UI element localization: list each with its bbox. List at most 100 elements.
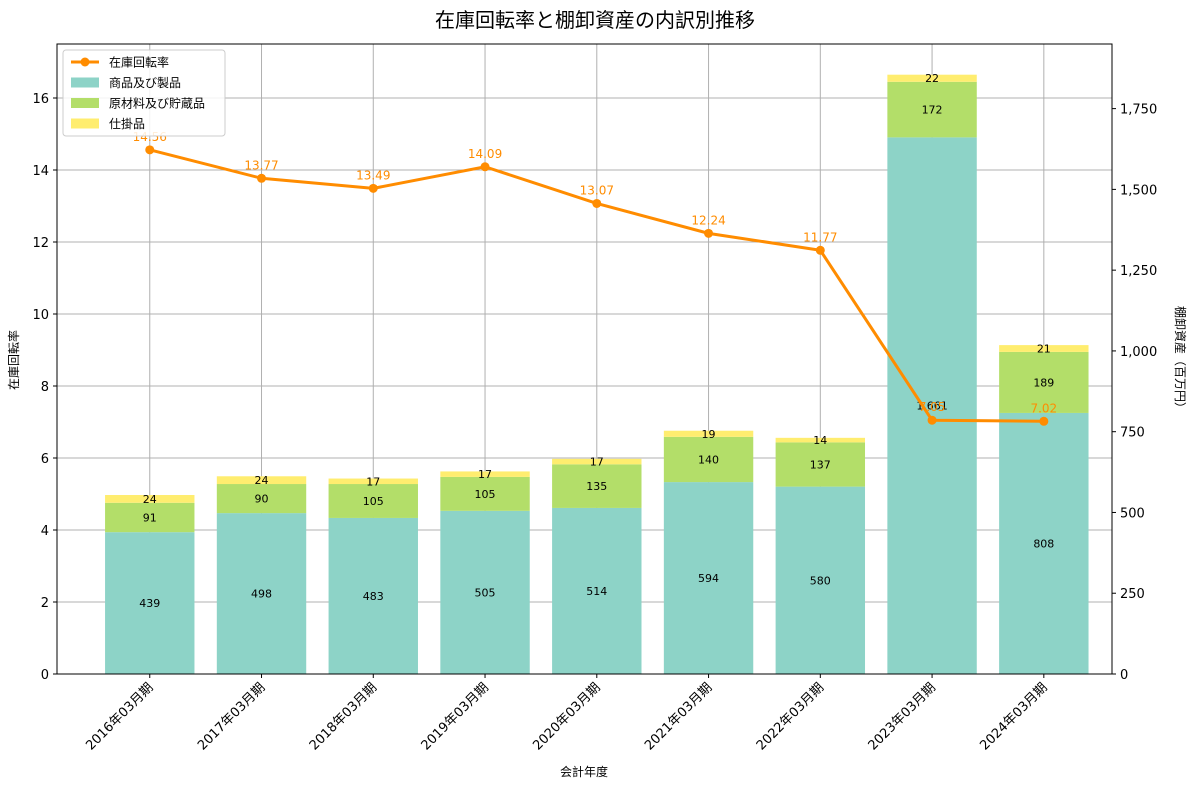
bar-segment — [216, 476, 307, 485]
bar-value-label: 439 — [139, 597, 160, 610]
bar-value-label: 21 — [1037, 343, 1051, 356]
x-tick-label: 2024年03月期 — [977, 680, 1050, 753]
x-tick-label: 2022年03月期 — [754, 680, 827, 753]
bar-value-label: 580 — [810, 574, 831, 587]
y-left-tick-label: 16 — [32, 92, 49, 107]
y-right-tick-label: 1,250 — [1120, 264, 1157, 279]
bar-segment — [775, 486, 866, 674]
legend-bar-swatch — [71, 118, 99, 129]
y-left-tick-label: 10 — [32, 308, 49, 323]
turnover-point — [927, 415, 937, 425]
turnover-point — [257, 173, 267, 183]
y-right-tick-label: 750 — [1120, 426, 1145, 441]
turnover-point — [145, 145, 155, 155]
y-left-tick-label: 8 — [41, 380, 49, 395]
turnover-point — [480, 162, 490, 172]
x-tick-label: 2020年03月期 — [530, 680, 603, 753]
turnover-point — [815, 245, 825, 255]
bar-segment — [552, 458, 642, 465]
bar-segment — [663, 430, 754, 437]
turnover-point — [368, 183, 378, 193]
chart-title: 在庫回転率と棚卸資産の内訳別推移 — [435, 8, 755, 32]
bar-value-label: 135 — [586, 480, 607, 493]
legend-label: 仕掛品 — [109, 116, 145, 131]
y-right-tick-label: 1,500 — [1120, 183, 1157, 198]
bar-value-label: 91 — [143, 511, 157, 524]
turnover-value-label: 14.09 — [468, 147, 502, 161]
bar-segment — [999, 412, 1089, 674]
bar-segment — [328, 478, 418, 485]
turnover-value-label: 7.02 — [1030, 401, 1057, 415]
bar-value-label: 137 — [810, 458, 831, 471]
y-right-tick-label: 250 — [1120, 587, 1145, 602]
bar-value-label: 24 — [143, 493, 157, 506]
y-right-tick-label: 500 — [1120, 506, 1145, 521]
legend-label: 原材料及び貯蔵品 — [109, 97, 205, 111]
y-right-tick-label: 1,000 — [1120, 345, 1157, 360]
bar-value-label: 594 — [698, 572, 719, 585]
turnover-point — [704, 228, 714, 238]
bar-value-label: 189 — [1033, 376, 1054, 389]
bar-segment — [105, 502, 195, 533]
bar-segment — [440, 476, 530, 511]
bar-value-label: 14 — [813, 434, 827, 447]
bar-value-label: 808 — [1033, 537, 1054, 550]
bar-segment — [440, 471, 530, 477]
y-left-tick-label: 14 — [32, 164, 49, 179]
turnover-value-label: 13.77 — [244, 158, 278, 172]
bar-segment — [887, 81, 977, 138]
bar-value-label: 17 — [590, 456, 604, 469]
x-tick-label: 2017年03月期 — [195, 680, 268, 753]
legend-label: 商品及び製品 — [109, 75, 181, 90]
legend-bar-swatch — [71, 77, 99, 88]
bar-value-label: 514 — [586, 585, 607, 598]
bar-segment — [105, 532, 195, 674]
bar-segment — [887, 137, 977, 674]
turnover-point — [1039, 416, 1049, 426]
bars: 439 91 24 498 90 24 483 105 17 505 105 17 514 135 17 59… — [105, 72, 1089, 674]
bar-segment — [663, 482, 754, 674]
bar-value-label: 19 — [702, 428, 716, 441]
turnover-value-label: 13.49 — [356, 168, 390, 182]
x-tick-label: 2021年03月期 — [642, 680, 715, 753]
bar-value-label: 498 — [251, 588, 272, 601]
bar-segment — [999, 351, 1089, 413]
bar-value-label: 105 — [475, 488, 496, 501]
bar-value-label: 140 — [698, 453, 719, 466]
x-axis-label: 会計年度 — [560, 764, 608, 779]
bar-segment — [328, 517, 418, 674]
bar-segment — [216, 513, 307, 674]
turnover-value-label: 11.77 — [803, 230, 837, 244]
bar-segment — [775, 437, 866, 443]
bar-value-label: 505 — [475, 586, 496, 599]
y-axis-left-label: 在庫回転率 — [6, 330, 21, 390]
y-axis-right-label: 棚卸資産（百万円） — [1173, 306, 1188, 414]
y-left-tick-label: 2 — [41, 596, 49, 611]
bar-segment — [328, 484, 418, 518]
x-tick-label: 2018年03月期 — [307, 680, 380, 753]
bar-segment — [105, 495, 195, 503]
y-left-tick-label: 6 — [41, 452, 49, 467]
bar-value-label: 90 — [255, 493, 269, 506]
bar-value-label: 24 — [255, 474, 269, 487]
x-tick-label: 2019年03月期 — [419, 680, 492, 753]
x-tick-label: 2016年03月期 — [83, 680, 156, 753]
bar-value-label: 17 — [478, 468, 492, 481]
legend-line-marker — [80, 57, 90, 67]
bar-segment — [887, 74, 977, 82]
bar-value-label: 17 — [366, 475, 380, 488]
turnover-value-label: 12.24 — [691, 213, 725, 227]
bar-segment — [552, 464, 642, 508]
turnover-value-label: 7.05 — [919, 400, 946, 414]
plot-frame — [56, 43, 1113, 675]
y-left-tick-label: 4 — [41, 524, 49, 539]
bar-segment — [663, 436, 754, 483]
bar-value-label: 172 — [922, 104, 943, 117]
y-left-tick-label: 12 — [32, 236, 49, 251]
bar-value-label: 22 — [925, 72, 939, 85]
legend-bar-swatch — [71, 98, 99, 108]
bar-segment — [552, 507, 642, 674]
y-left-tick-label: 0 — [41, 668, 49, 683]
